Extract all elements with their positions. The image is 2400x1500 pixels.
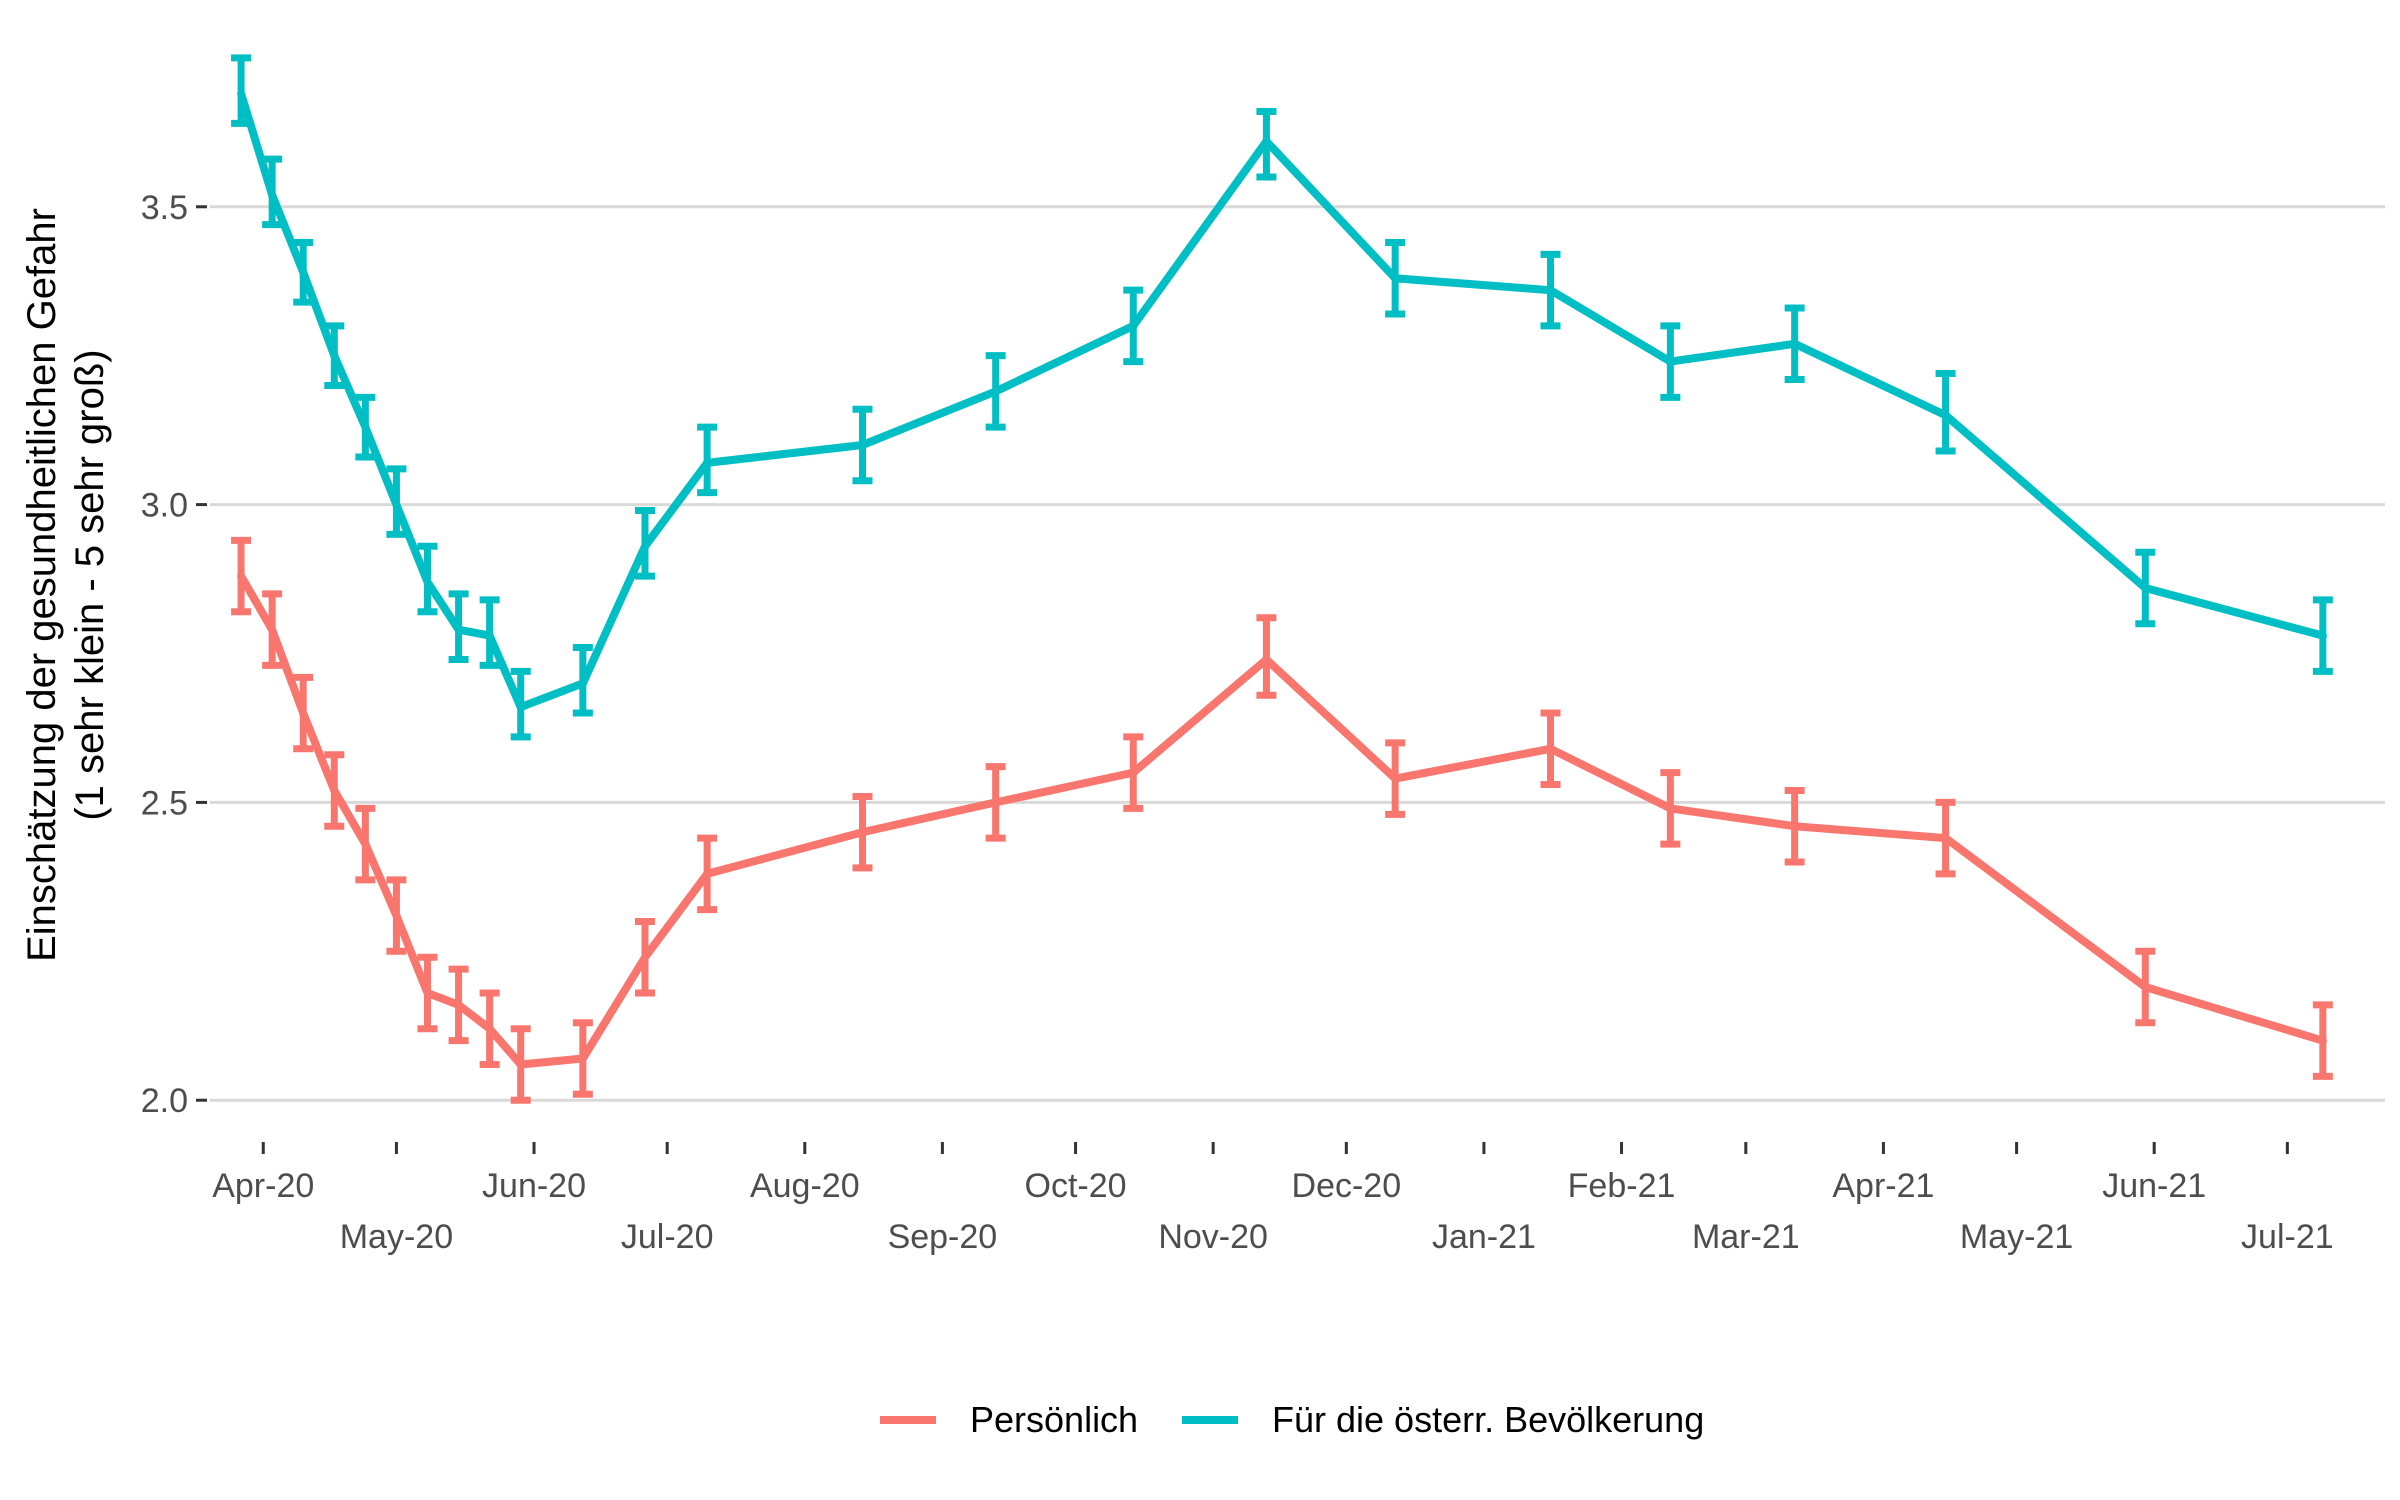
legend-label-persoenlich: Persönlich bbox=[970, 1399, 1138, 1440]
data-point-1-18 bbox=[1547, 287, 1554, 294]
x-tick-label-7: Nov-20 bbox=[1158, 1218, 1268, 1256]
series-1 bbox=[231, 54, 2333, 741]
data-point-0-12 bbox=[704, 870, 711, 877]
data-point-0-3 bbox=[331, 787, 338, 794]
data-point-1-6 bbox=[424, 579, 431, 586]
data-point-1-21 bbox=[1942, 412, 1949, 419]
data-point-1-14 bbox=[992, 388, 999, 395]
data-point-0-1 bbox=[269, 626, 276, 633]
x-tick-label-11: Mar-21 bbox=[1692, 1218, 1800, 1256]
x-tick-label-1: May-20 bbox=[340, 1218, 453, 1256]
data-point-0-4 bbox=[362, 841, 369, 848]
x-tick-label-3: Jul-20 bbox=[621, 1218, 714, 1256]
legend-label-bevoelkerung: Für die österr. Bevölkerung bbox=[1272, 1399, 1704, 1440]
x-tick-label-8: Dec-20 bbox=[1292, 1167, 1402, 1205]
data-point-1-1 bbox=[269, 191, 276, 198]
data-point-1-12 bbox=[704, 459, 711, 466]
data-point-1-8 bbox=[486, 632, 493, 639]
data-point-0-14 bbox=[992, 799, 999, 806]
data-point-1-17 bbox=[1392, 275, 1399, 282]
data-point-0-8 bbox=[486, 1025, 493, 1032]
data-point-1-9 bbox=[517, 704, 524, 711]
x-tick-label-2: Jun-20 bbox=[482, 1167, 586, 1205]
data-point-1-22 bbox=[2142, 584, 2149, 591]
data-point-1-13 bbox=[859, 442, 866, 449]
data-point-1-19 bbox=[1667, 358, 1674, 365]
x-tick-label-6: Oct-20 bbox=[1025, 1167, 1127, 1205]
data-point-1-0 bbox=[238, 90, 245, 97]
y-tick-label-3: 3.5 bbox=[141, 189, 188, 227]
x-tick-label-4: Aug-20 bbox=[750, 1167, 860, 1205]
data-point-1-15 bbox=[1130, 322, 1137, 329]
y-axis: 2.0 2.5 3.0 3.5 bbox=[141, 189, 207, 1120]
data-point-0-22 bbox=[2142, 984, 2149, 991]
series-layer bbox=[231, 54, 2333, 1104]
data-point-1-4 bbox=[362, 424, 369, 431]
data-point-0-11 bbox=[642, 954, 648, 961]
data-point-0-16 bbox=[1263, 656, 1270, 663]
x-tick-label-10: Feb-21 bbox=[1568, 1167, 1676, 1205]
data-point-0-19 bbox=[1667, 805, 1674, 812]
data-point-0-0 bbox=[238, 573, 245, 580]
x-tick-label-14: Jun-21 bbox=[2102, 1167, 2206, 1205]
data-point-1-20 bbox=[1791, 340, 1798, 347]
data-point-0-2 bbox=[300, 710, 307, 717]
data-point-0-9 bbox=[517, 1061, 524, 1068]
x-tick-label-15: Jul-21 bbox=[2241, 1218, 2334, 1256]
data-point-1-11 bbox=[642, 543, 648, 550]
x-tick-label-12: Apr-21 bbox=[1832, 1167, 1934, 1205]
data-point-0-13 bbox=[859, 829, 866, 836]
x-tick-label-0: Apr-20 bbox=[212, 1167, 314, 1205]
x-tick-label-13: May-21 bbox=[1960, 1218, 2073, 1256]
y-tick-label-2: 3.0 bbox=[141, 487, 188, 525]
data-point-1-7 bbox=[455, 626, 462, 633]
data-point-1-5 bbox=[393, 501, 400, 508]
data-point-1-10 bbox=[579, 680, 586, 687]
y-tick-label-1: 2.5 bbox=[141, 784, 188, 822]
data-point-1-23 bbox=[2319, 632, 2326, 639]
data-point-0-5 bbox=[393, 912, 400, 919]
data-point-0-18 bbox=[1547, 745, 1554, 752]
y-axis-title-line-2: (1 sehr klein - 5 sehr groß) bbox=[68, 349, 112, 820]
data-point-0-7 bbox=[455, 1001, 462, 1008]
data-point-1-3 bbox=[331, 352, 338, 359]
grid-lines bbox=[210, 205, 2385, 1102]
data-point-1-16 bbox=[1263, 138, 1270, 145]
data-point-0-17 bbox=[1392, 775, 1399, 782]
x-axis: Apr-20 May-20 Jun-20 Jul-20 Aug-20 Sep-20 Oct-… bbox=[212, 1142, 2334, 1256]
y-tick-label-0: 2.0 bbox=[141, 1082, 188, 1120]
y-axis-title: Einschätzung der gesundheitlichen Gefahr… bbox=[20, 208, 112, 962]
series-0 bbox=[231, 536, 2333, 1104]
data-point-0-23 bbox=[2319, 1037, 2326, 1044]
data-point-0-15 bbox=[1130, 769, 1137, 776]
data-point-0-6 bbox=[424, 990, 431, 997]
series-line-1 bbox=[237, 89, 2327, 712]
data-point-0-10 bbox=[579, 1055, 586, 1062]
data-point-1-2 bbox=[300, 269, 307, 276]
x-tick-label-5: Sep-20 bbox=[888, 1218, 998, 1256]
series-line-0 bbox=[237, 572, 2327, 1069]
data-point-0-20 bbox=[1791, 823, 1798, 830]
y-axis-title-line-1: Einschätzung der gesundheitlichen Gefahr bbox=[20, 208, 64, 962]
legend: Persönlich Für die österr. Bevölkerung bbox=[880, 1399, 1704, 1440]
x-tick-label-9: Jan-21 bbox=[1432, 1218, 1536, 1256]
data-point-0-21 bbox=[1942, 835, 1949, 842]
